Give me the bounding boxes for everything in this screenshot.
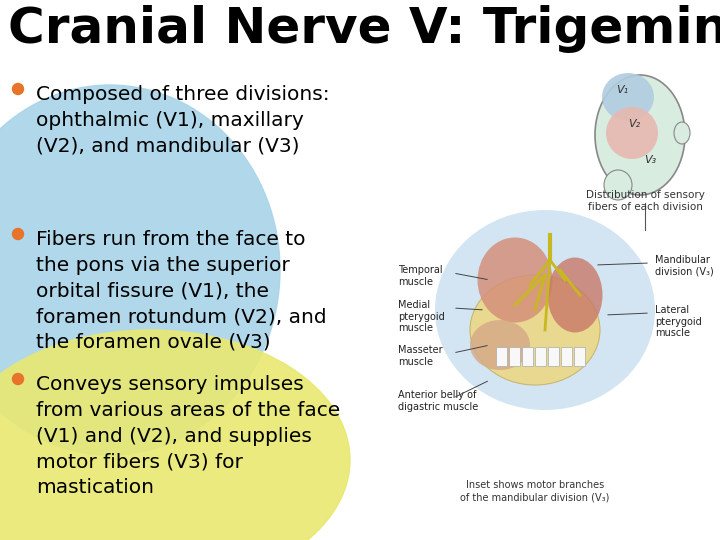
- Text: Cranial Nerve V: Trigeminal: Cranial Nerve V: Trigeminal: [8, 5, 720, 53]
- FancyBboxPatch shape: [510, 348, 521, 367]
- Text: Medial
pterygoid
muscle: Medial pterygoid muscle: [398, 300, 445, 333]
- Text: Anterior belly of
digastric muscle: Anterior belly of digastric muscle: [398, 390, 478, 411]
- FancyBboxPatch shape: [549, 348, 559, 367]
- Ellipse shape: [595, 75, 685, 195]
- Ellipse shape: [470, 275, 600, 385]
- Ellipse shape: [606, 107, 658, 159]
- Ellipse shape: [0, 85, 280, 455]
- Text: Lateral
pterygoid
muscle: Lateral pterygoid muscle: [655, 305, 702, 338]
- Circle shape: [12, 374, 24, 384]
- FancyBboxPatch shape: [575, 348, 585, 367]
- Text: Inset shows motor branches
of the mandibular division (V₃): Inset shows motor branches of the mandib…: [460, 480, 610, 502]
- Text: Conveys sensory impulses
from various areas of the face
(V1) and (V2), and suppl: Conveys sensory impulses from various ar…: [36, 375, 341, 497]
- Ellipse shape: [602, 73, 654, 121]
- Text: V₃: V₃: [644, 155, 656, 165]
- Text: V₁: V₁: [616, 85, 628, 95]
- Ellipse shape: [435, 210, 655, 410]
- Text: Mandibular
division (V₃): Mandibular division (V₃): [655, 255, 714, 276]
- Ellipse shape: [547, 258, 603, 333]
- Ellipse shape: [0, 330, 350, 540]
- Ellipse shape: [674, 122, 690, 144]
- Text: Masseter
muscle: Masseter muscle: [398, 345, 443, 367]
- Text: V₂: V₂: [628, 119, 640, 129]
- Text: Distribution of sensory
fibers of each division: Distribution of sensory fibers of each d…: [585, 190, 704, 212]
- FancyBboxPatch shape: [536, 348, 546, 367]
- Text: Composed of three divisions:
ophthalmic (V1), maxillary
(V2), and mandibular (V3: Composed of three divisions: ophthalmic …: [36, 85, 330, 156]
- Circle shape: [12, 228, 24, 240]
- Ellipse shape: [477, 238, 552, 322]
- FancyBboxPatch shape: [497, 348, 508, 367]
- Circle shape: [12, 84, 24, 94]
- FancyBboxPatch shape: [523, 348, 534, 367]
- Text: Temporal
muscle: Temporal muscle: [398, 265, 443, 287]
- Text: Fibers run from the face to
the pons via the superior
orbital fissure (V1), the
: Fibers run from the face to the pons via…: [36, 230, 327, 352]
- Ellipse shape: [470, 320, 530, 370]
- Ellipse shape: [604, 170, 632, 200]
- FancyBboxPatch shape: [562, 348, 572, 367]
